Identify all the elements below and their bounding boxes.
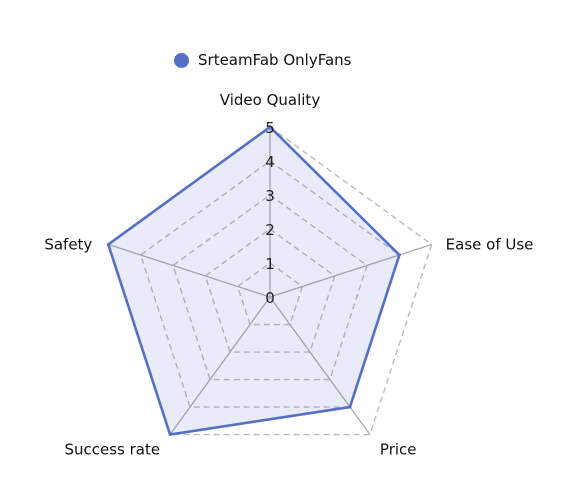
ring-tick-label: 2 [265, 221, 275, 239]
grid-ring-4 [139, 160, 401, 408]
series-area [106, 125, 401, 436]
ring-tick-label: 1 [265, 255, 275, 273]
axis-label: Video Quality [220, 91, 321, 109]
data-point [168, 433, 172, 437]
data-point [268, 125, 272, 129]
axis-label: Success rate [64, 441, 160, 459]
ring-tick-label: 0 [265, 289, 275, 307]
ring-tick-label: 4 [265, 153, 275, 171]
data-point [397, 253, 401, 257]
ring-tick-label: 5 [265, 119, 275, 137]
data-point [106, 242, 110, 246]
axis-spoke [269, 243, 432, 298]
data-point [348, 405, 352, 409]
axis-label: Price [380, 441, 417, 459]
ring-tick-label: 3 [265, 187, 275, 205]
chart-legend[interactable]: SrteamFab OnlyFans [174, 49, 351, 71]
axis-spoke [108, 243, 271, 298]
axis-spoke [169, 296, 271, 435]
grid-ring-1 [236, 262, 304, 326]
axis-spoke [269, 296, 371, 435]
grid-ring-2 [204, 228, 336, 353]
legend-label: SrteamFab OnlyFans [198, 51, 352, 69]
axis-label: Safety [44, 235, 92, 253]
legend-marker-icon [174, 52, 189, 68]
axis-label: Ease of Use [446, 235, 534, 253]
